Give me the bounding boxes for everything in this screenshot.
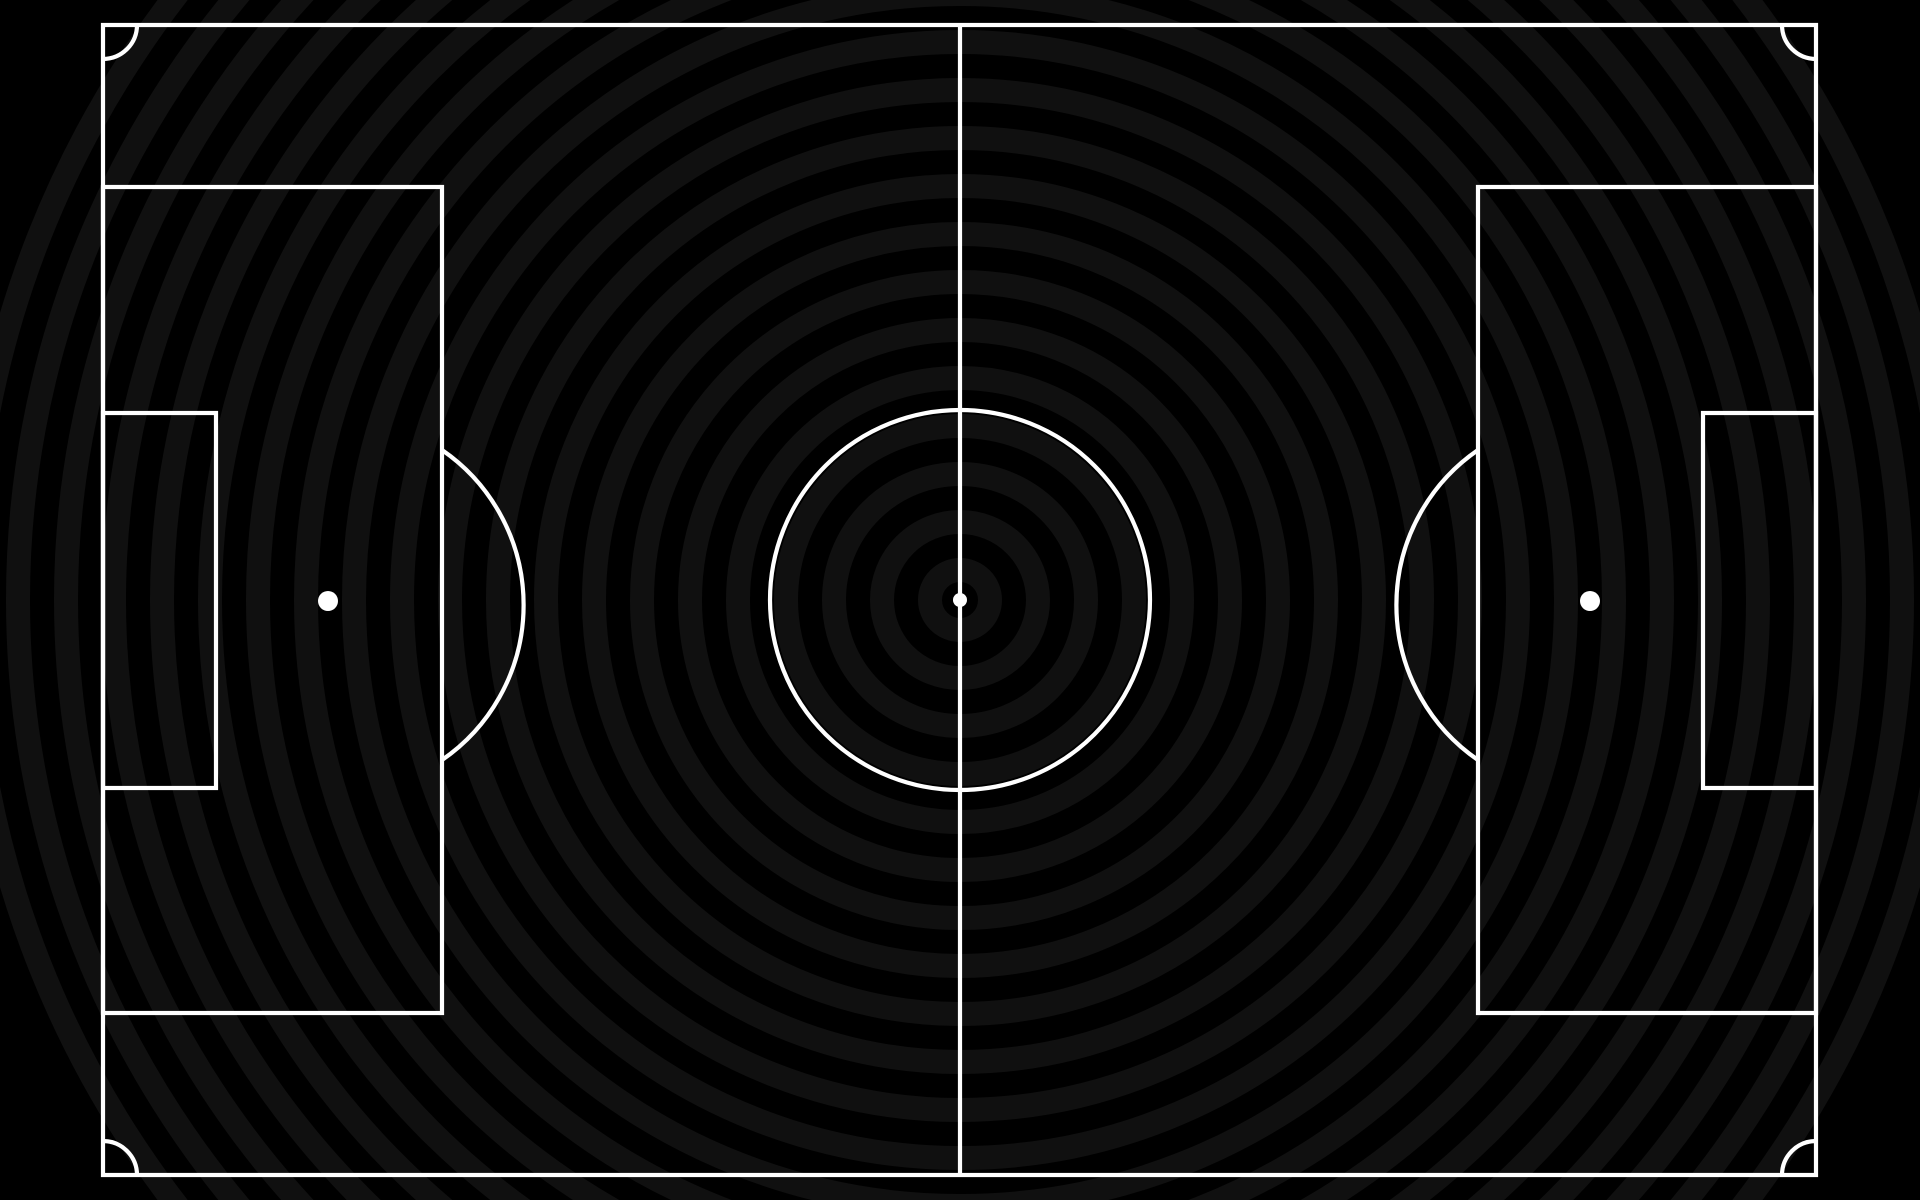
right-penalty-spot: [1580, 591, 1600, 611]
left-penalty-spot: [318, 591, 338, 611]
center-spot: [953, 593, 967, 607]
